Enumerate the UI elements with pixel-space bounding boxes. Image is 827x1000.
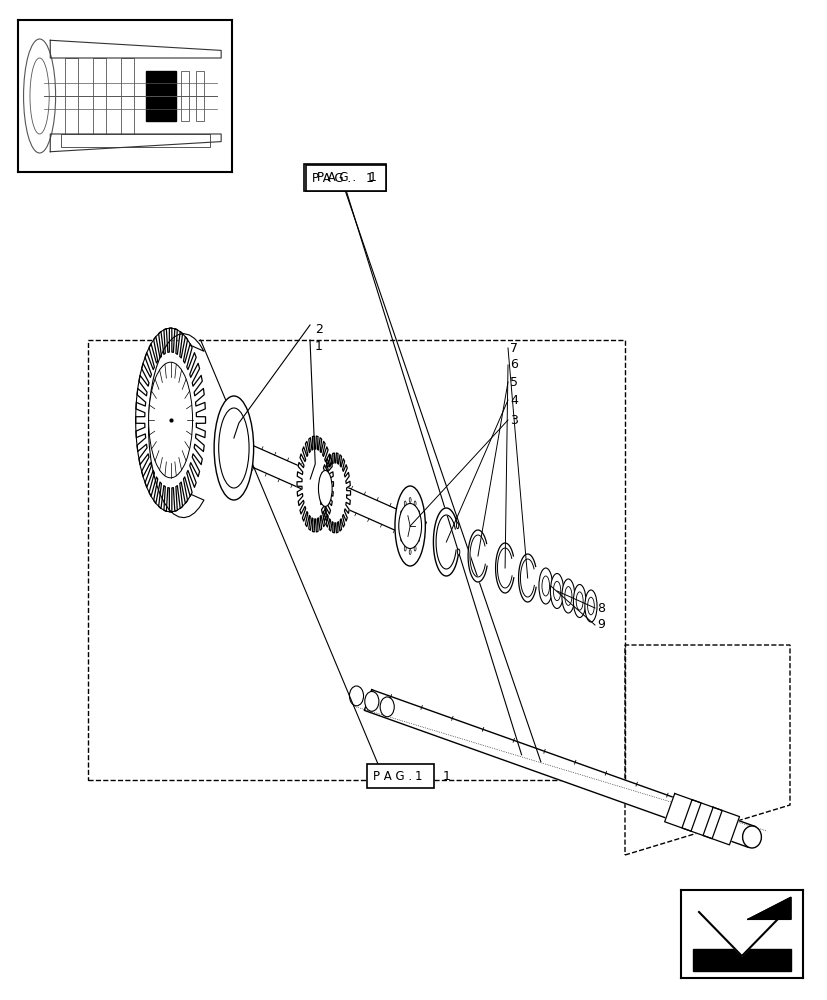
- Ellipse shape: [552, 581, 560, 601]
- Ellipse shape: [409, 497, 411, 502]
- Ellipse shape: [365, 691, 379, 711]
- Ellipse shape: [409, 550, 411, 554]
- Polygon shape: [747, 897, 790, 919]
- Polygon shape: [467, 530, 486, 582]
- Ellipse shape: [380, 697, 394, 717]
- Text: 1: 1: [414, 770, 422, 782]
- Ellipse shape: [414, 546, 415, 551]
- Ellipse shape: [399, 524, 401, 528]
- Ellipse shape: [550, 574, 563, 608]
- Ellipse shape: [542, 576, 549, 596]
- Text: P A G .: P A G .: [312, 172, 351, 185]
- Text: 8: 8: [596, 601, 605, 614]
- Polygon shape: [235, 441, 426, 541]
- Text: 3: 3: [509, 414, 517, 426]
- Polygon shape: [320, 453, 350, 533]
- Polygon shape: [297, 436, 333, 532]
- Polygon shape: [136, 328, 205, 512]
- Ellipse shape: [400, 536, 402, 542]
- Bar: [180, 71, 189, 121]
- Text: 6: 6: [509, 359, 517, 371]
- Ellipse shape: [318, 470, 332, 506]
- Ellipse shape: [573, 584, 586, 617]
- Ellipse shape: [218, 408, 249, 488]
- FancyBboxPatch shape: [306, 165, 385, 191]
- Ellipse shape: [576, 592, 582, 610]
- Bar: [121, 58, 133, 134]
- Polygon shape: [518, 554, 535, 602]
- Polygon shape: [692, 905, 772, 963]
- Ellipse shape: [394, 486, 425, 566]
- Polygon shape: [692, 949, 790, 971]
- Polygon shape: [364, 690, 755, 847]
- FancyBboxPatch shape: [366, 764, 433, 788]
- Polygon shape: [136, 328, 203, 518]
- Text: 5: 5: [509, 375, 518, 388]
- Polygon shape: [433, 508, 458, 576]
- Text: 1: 1: [366, 172, 374, 185]
- Text: 1: 1: [369, 171, 376, 184]
- Text: 9: 9: [596, 618, 605, 632]
- Ellipse shape: [214, 396, 253, 500]
- Ellipse shape: [456, 523, 458, 529]
- Ellipse shape: [149, 362, 193, 478]
- Polygon shape: [495, 543, 514, 593]
- Bar: [61, 134, 210, 147]
- Bar: [195, 71, 203, 121]
- Polygon shape: [698, 912, 784, 956]
- Ellipse shape: [564, 587, 571, 605]
- Polygon shape: [681, 800, 721, 839]
- Ellipse shape: [414, 501, 415, 506]
- Bar: [93, 58, 106, 134]
- Ellipse shape: [399, 504, 421, 548]
- Ellipse shape: [400, 510, 402, 516]
- Polygon shape: [702, 807, 739, 845]
- Text: 2: 2: [314, 323, 323, 336]
- Ellipse shape: [418, 524, 420, 528]
- Ellipse shape: [404, 501, 406, 506]
- Ellipse shape: [587, 597, 594, 615]
- Ellipse shape: [156, 383, 184, 457]
- FancyBboxPatch shape: [304, 164, 385, 191]
- Bar: [65, 58, 78, 134]
- Ellipse shape: [742, 826, 761, 848]
- Text: P A G .: P A G .: [372, 770, 412, 782]
- Ellipse shape: [418, 536, 419, 542]
- Text: 1: 1: [314, 340, 323, 353]
- Ellipse shape: [418, 510, 419, 516]
- Ellipse shape: [584, 590, 596, 622]
- Text: 4: 4: [509, 393, 517, 406]
- Polygon shape: [664, 794, 700, 831]
- Ellipse shape: [562, 579, 574, 613]
- Ellipse shape: [404, 546, 406, 551]
- FancyBboxPatch shape: [146, 71, 176, 121]
- Ellipse shape: [457, 549, 459, 555]
- Ellipse shape: [349, 686, 363, 706]
- Text: 7: 7: [509, 342, 518, 355]
- Text: 1: 1: [442, 770, 451, 782]
- Ellipse shape: [538, 568, 552, 604]
- Text: P A G .: P A G .: [317, 171, 356, 184]
